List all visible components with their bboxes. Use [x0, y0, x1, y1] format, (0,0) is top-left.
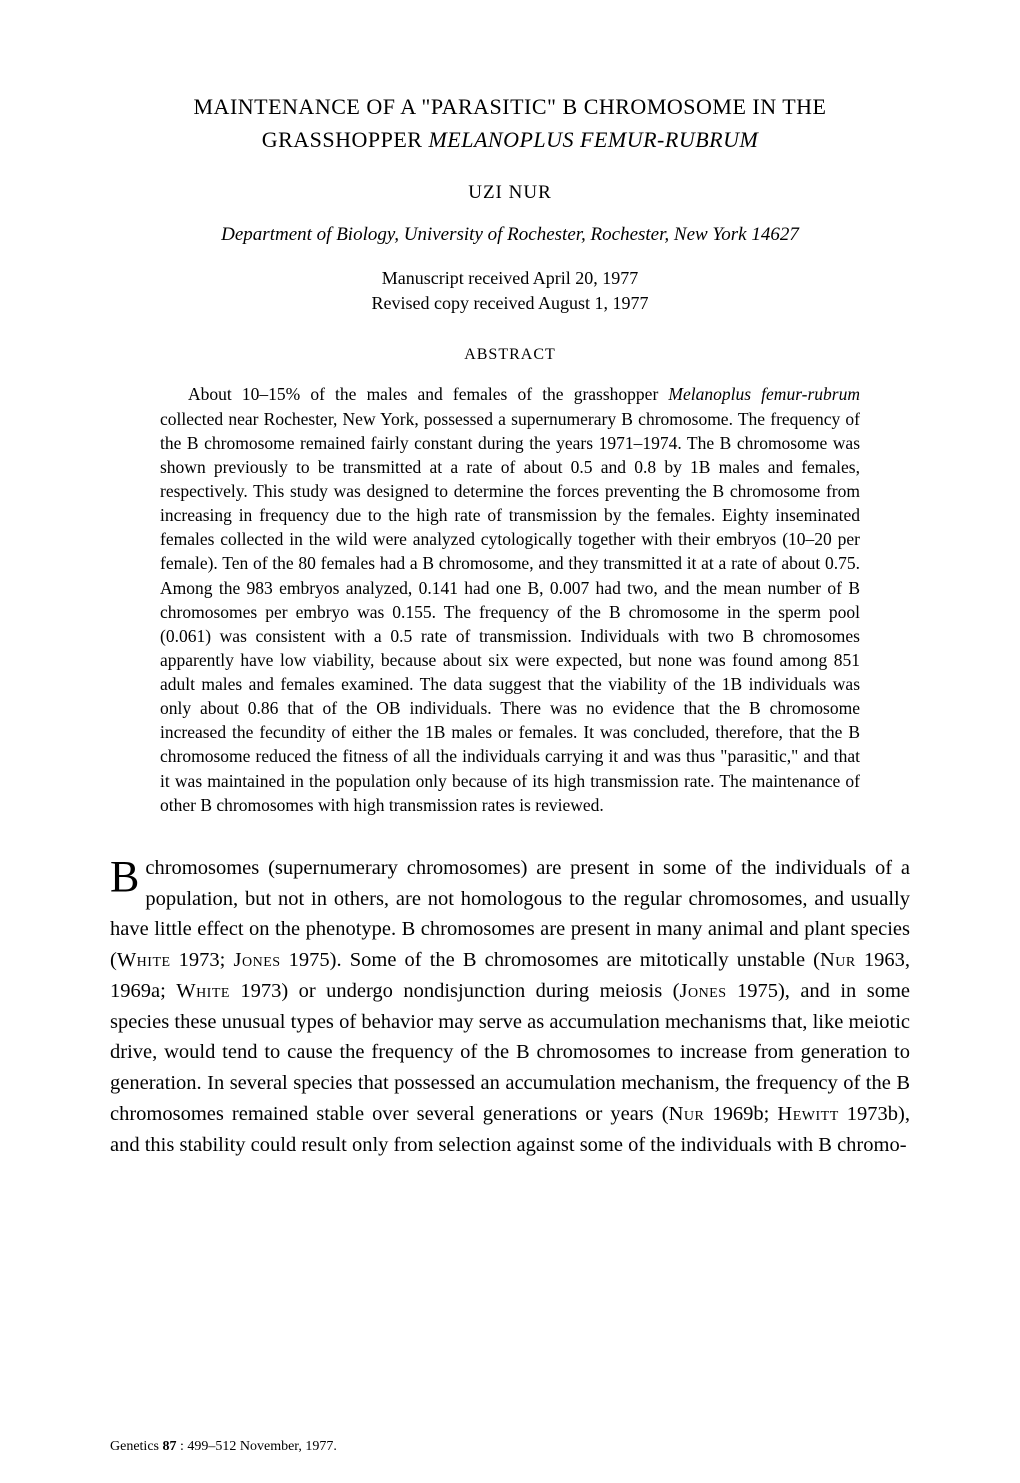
abstract-heading: ABSTRACT: [110, 346, 910, 364]
body-seg-3: 1975). Some of the B chromosomes are mit…: [281, 949, 820, 971]
title-species: MELANOPLUS FEMUR-RUBRUM: [428, 127, 758, 152]
citation-nur-2: Nur: [669, 1103, 705, 1125]
title-line-2-prefix: GRASSHOPPER: [262, 127, 429, 152]
citation-nur-1: Nur: [820, 949, 856, 971]
manuscript-dates: Manuscript received April 20, 1977 Revis…: [110, 266, 910, 316]
footer-journal: Genetics: [110, 1439, 162, 1454]
dropcap-letter: B: [110, 853, 145, 897]
abstract-post: collected near Rochester, New York, poss…: [160, 409, 860, 815]
footer-pages: : 499–512 November, 1977.: [176, 1439, 336, 1454]
title-line-1: MAINTENANCE OF A "PARASITIC" B CHROMOSOM…: [194, 94, 827, 119]
date-received: Manuscript received April 20, 1977: [382, 268, 638, 288]
date-revised: Revised copy received August 1, 1977: [372, 293, 649, 313]
abstract-species: Melanoplus femur-rubrum: [668, 384, 860, 404]
citation-jones-2: Jones: [679, 980, 726, 1002]
page-footer: Genetics 87 : 499–512 November, 1977.: [110, 1439, 337, 1455]
abstract-pre: About 10–15% of the males and females of…: [188, 384, 668, 404]
body-seg-7: 1969b;: [704, 1103, 777, 1125]
citation-jones-1: Jones: [234, 949, 281, 971]
body-seg-5: 1973) or undergo nondisjunction during m…: [230, 980, 680, 1002]
citation-white-1: White: [117, 949, 171, 971]
body-paragraph: B chromosomes (supernumerary chromosomes…: [110, 853, 910, 1161]
author-affiliation: Department of Biology, University of Roc…: [110, 224, 910, 246]
body-seg-2: 1973;: [171, 949, 234, 971]
footer-volume: 87: [162, 1439, 176, 1454]
paper-title: MAINTENANCE OF A "PARASITIC" B CHROMOSOM…: [110, 90, 910, 156]
citation-hewitt: Hewitt: [777, 1103, 838, 1125]
abstract-text: About 10–15% of the males and females of…: [160, 382, 860, 817]
author-name: UZI NUR: [110, 182, 910, 204]
citation-white-2: White: [176, 980, 230, 1002]
